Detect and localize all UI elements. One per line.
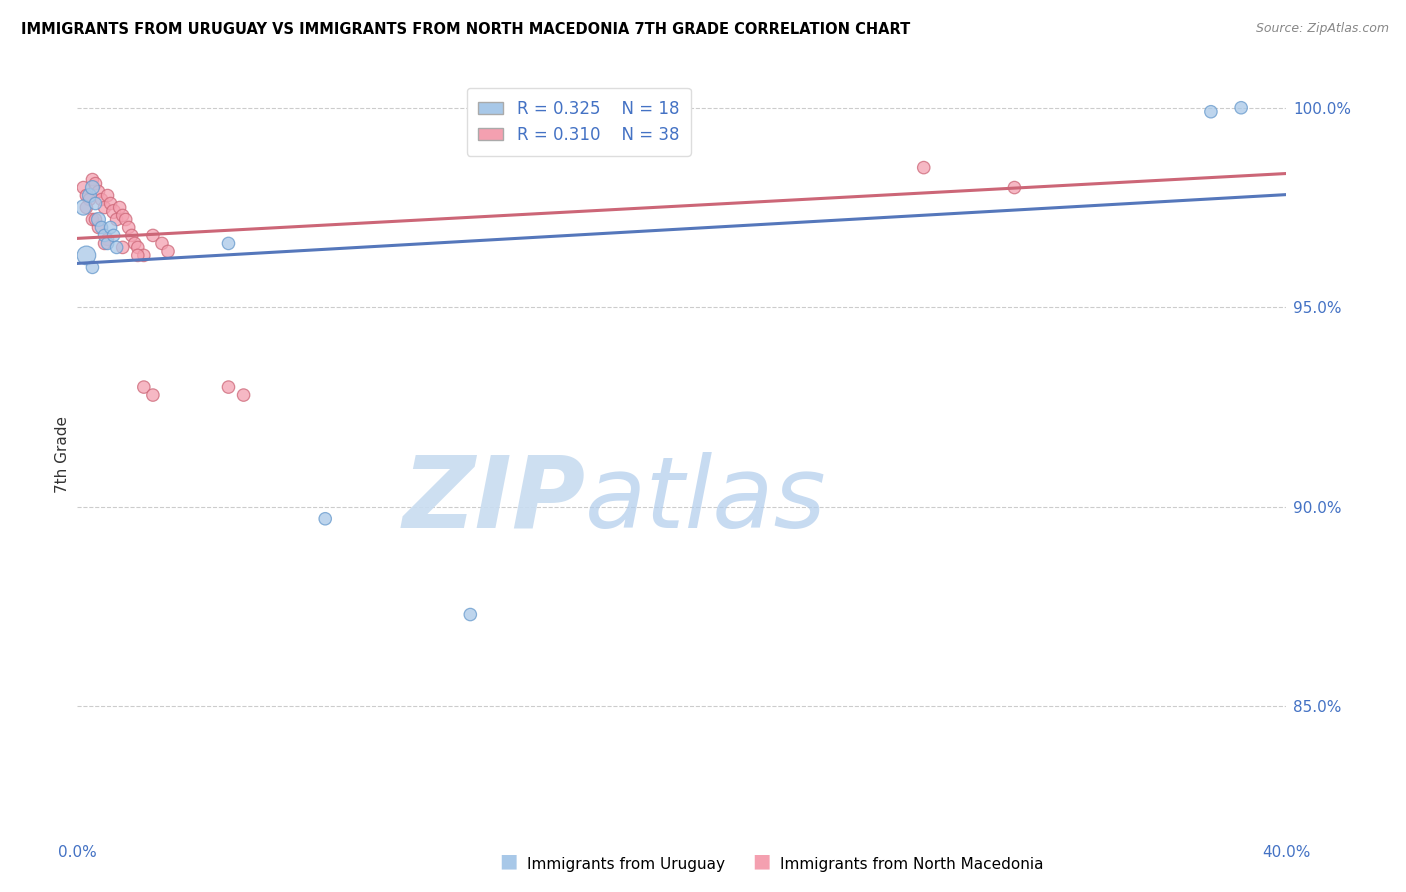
- Point: [520, 109, 543, 123]
- Text: ZIP: ZIP: [402, 452, 585, 549]
- Point: [105, 240, 128, 254]
- Point: [114, 212, 136, 227]
- Point: [93, 228, 115, 243]
- Point: [314, 512, 336, 526]
- Point: [232, 388, 254, 402]
- Point: [1004, 180, 1026, 194]
- Point: [90, 193, 112, 207]
- Point: [87, 185, 110, 199]
- Point: [1230, 101, 1253, 115]
- Point: [127, 248, 149, 262]
- Point: [142, 388, 165, 402]
- Point: [105, 212, 128, 227]
- Point: [121, 228, 143, 243]
- Point: [84, 196, 107, 211]
- Text: atlas: atlas: [585, 452, 827, 549]
- Point: [103, 204, 125, 219]
- Point: [75, 248, 97, 262]
- Point: [82, 260, 104, 275]
- Point: [93, 201, 115, 215]
- Point: [84, 177, 107, 191]
- Point: [96, 232, 118, 246]
- Point: [218, 236, 240, 251]
- Point: [142, 228, 165, 243]
- Y-axis label: 7th Grade: 7th Grade: [55, 417, 70, 493]
- Point: [87, 212, 110, 227]
- Point: [111, 209, 134, 223]
- Point: [108, 201, 131, 215]
- Point: [93, 236, 115, 251]
- Point: [111, 240, 134, 254]
- Point: [96, 188, 118, 202]
- Point: [90, 220, 112, 235]
- Point: [82, 212, 104, 227]
- Point: [218, 380, 240, 394]
- Point: [157, 244, 180, 259]
- Point: [75, 188, 97, 202]
- Point: [79, 193, 101, 207]
- Point: [82, 172, 104, 186]
- Point: [75, 201, 97, 215]
- Point: [127, 240, 149, 254]
- Text: Source: ZipAtlas.com: Source: ZipAtlas.com: [1256, 22, 1389, 36]
- Point: [84, 212, 107, 227]
- Point: [72, 201, 94, 215]
- Point: [118, 220, 141, 235]
- Text: Immigrants from Uruguay: Immigrants from Uruguay: [527, 857, 725, 872]
- Legend: R = 0.325    N = 18, R = 0.310    N = 38: R = 0.325 N = 18, R = 0.310 N = 38: [467, 88, 690, 155]
- Point: [1199, 104, 1222, 119]
- Point: [912, 161, 935, 175]
- Point: [72, 180, 94, 194]
- Text: ■: ■: [499, 852, 517, 871]
- Point: [82, 180, 104, 194]
- Text: ■: ■: [752, 852, 770, 871]
- Point: [124, 236, 146, 251]
- Point: [96, 236, 118, 251]
- Point: [103, 228, 125, 243]
- Text: Immigrants from North Macedonia: Immigrants from North Macedonia: [780, 857, 1043, 872]
- Point: [100, 196, 122, 211]
- Point: [100, 220, 122, 235]
- Point: [132, 248, 155, 262]
- Point: [87, 220, 110, 235]
- Text: IMMIGRANTS FROM URUGUAY VS IMMIGRANTS FROM NORTH MACEDONIA 7TH GRADE CORRELATION: IMMIGRANTS FROM URUGUAY VS IMMIGRANTS FR…: [21, 22, 910, 37]
- Point: [150, 236, 173, 251]
- Point: [79, 188, 101, 202]
- Point: [132, 380, 155, 394]
- Point: [458, 607, 481, 622]
